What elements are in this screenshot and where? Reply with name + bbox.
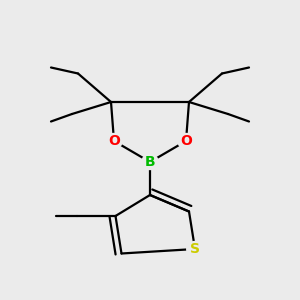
Ellipse shape (142, 154, 158, 169)
Ellipse shape (178, 134, 194, 148)
Text: S: S (190, 242, 200, 256)
Text: O: O (180, 134, 192, 148)
Ellipse shape (106, 134, 122, 148)
Text: B: B (145, 155, 155, 169)
Ellipse shape (187, 242, 203, 256)
Text: O: O (108, 134, 120, 148)
